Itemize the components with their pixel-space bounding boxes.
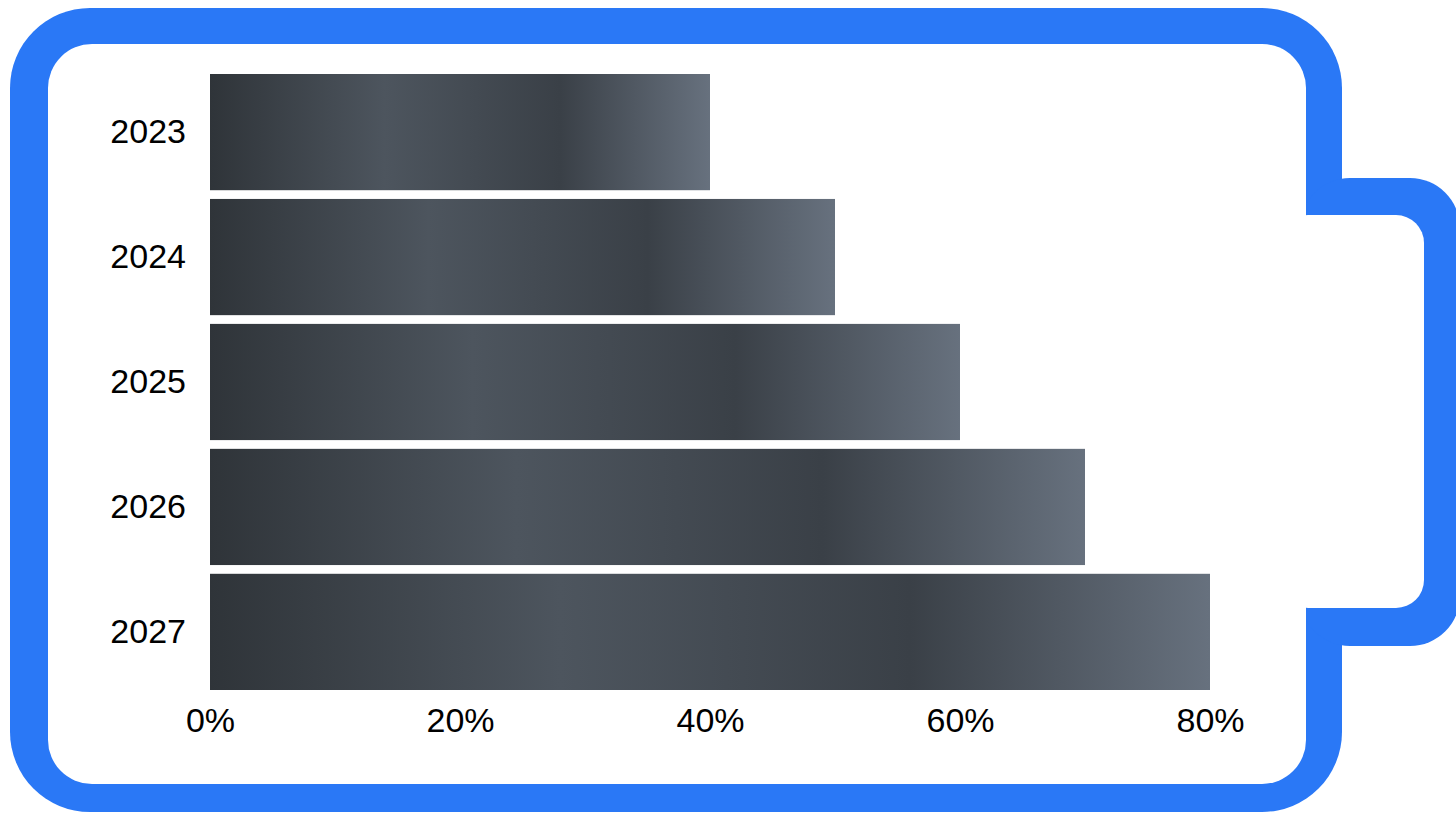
x-axis-line [211,690,1211,691]
y-tick-label: 2024 [110,237,186,275]
x-tick-label: 80% [1176,701,1244,739]
y-tick: 2026 [110,487,210,525]
x-tick: 20% [426,690,494,739]
y-tick-label: 2026 [110,487,186,525]
bar [210,324,960,440]
bar [210,574,1210,690]
bars [210,74,1210,690]
y-axis: 2023 2024 2025 2026 2027 [110,75,210,691]
battery-body [10,8,1342,812]
y-tick: 2024 [110,237,210,275]
x-tick-label: 20% [426,701,494,739]
x-tick: 0% [186,690,235,739]
x-tick: 40% [676,690,744,739]
bar [210,74,710,190]
x-tick: 80% [1176,690,1244,739]
battery-nub-inner [1280,215,1424,608]
bar [210,199,835,315]
y-tick: 2027 [110,612,210,650]
battery-inner [48,44,1306,784]
battery-frame [10,8,1456,812]
y-tick-label: 2027 [110,612,186,650]
x-tick-label: 40% [676,701,744,739]
x-tick: 60% [926,690,994,739]
y-tick-label: 2023 [110,112,186,150]
y-tick: 2023 [110,112,210,150]
x-tick-label: 60% [926,701,994,739]
bar [210,449,1085,565]
chart: 0% 20% 40% 60% 80% 2023 2024 2025 2026 2027 [0,0,1456,819]
y-tick-label: 2025 [110,362,186,400]
x-tick-label: 0% [186,701,235,739]
y-axis-line [210,75,211,691]
x-axis: 0% 20% 40% 60% 80% [186,690,1245,739]
y-tick: 2025 [110,362,210,400]
